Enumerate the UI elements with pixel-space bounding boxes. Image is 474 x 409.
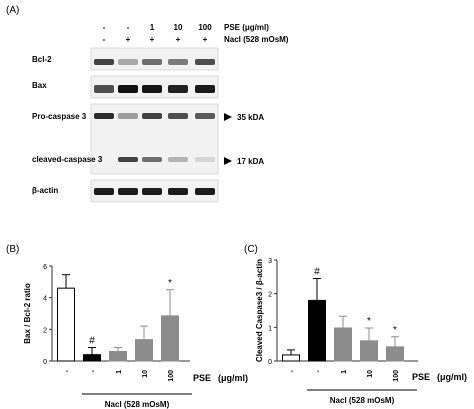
blot-band — [94, 85, 114, 93]
pse-header-value: 100 — [198, 23, 212, 32]
blot-row-bax: Bax — [32, 75, 219, 99]
blot-band — [94, 113, 114, 119]
cleaved-caspase3-chart: (C) 0 1 2 3 Cleaved Caspase3 / β-actin - # - 1 * 10… — [244, 244, 467, 405]
blot-band — [195, 157, 215, 162]
x-tick-label: - — [90, 369, 97, 372]
bar — [360, 340, 378, 362]
blot-column-headers: - - 1 10 100 PSE (μg/ml) - + + + + Nacl (528 mOsM) — [103, 23, 289, 44]
marker-label: 17 kDA — [237, 157, 264, 166]
nacl-header-value: + — [203, 35, 208, 44]
nacl-header-value: - — [103, 35, 106, 44]
blot-row-label: cleaved-caspase 3 — [32, 155, 103, 164]
blot-band — [94, 59, 114, 65]
blot-row-label: Pro-caspase 3 — [32, 112, 87, 121]
arrow-left-icon — [224, 157, 232, 165]
blot-row-bcl2: Bcl-2 — [32, 47, 219, 71]
x-tick-label: - — [289, 369, 296, 372]
nacl-header-value: + — [126, 35, 131, 44]
blot-band — [142, 113, 162, 119]
western-blot-panel: (A) - - 1 10 100 PSE (μg/ml) - + + + + Nacl (528 mO… — [6, 5, 289, 203]
y-axis-label: Bax / Bcl-2 ratio — [23, 283, 32, 344]
nacl-header-label: Nacl (528 mOsM) — [224, 35, 289, 44]
blot-band — [118, 113, 138, 119]
y-tick-label: 0 — [268, 359, 272, 366]
x-tick-label: 10 — [367, 370, 374, 378]
marker-label: 35 kDA — [237, 113, 264, 122]
x-tick-label: 100 — [393, 370, 400, 382]
bar — [282, 354, 300, 362]
bax-bcl2-chart: (B) 0 2 4 6 Bax / Bcl-2 ratio - # - 1 10 * 100 PSE (μg… — [6, 244, 248, 409]
nacl-header-value: + — [176, 35, 181, 44]
x-axis-unit: (μg/ml) — [218, 373, 248, 383]
blot-band — [142, 157, 162, 162]
pse-header-value: - — [127, 23, 130, 32]
group-label: Nacl (528 mOsM) — [105, 400, 170, 409]
x-tick-label: - — [315, 369, 322, 372]
blot-row-label: Bcl-2 — [32, 55, 52, 64]
bar — [334, 327, 352, 362]
blot-band — [118, 188, 138, 195]
y-tick-label: 2 — [268, 292, 272, 299]
blot-band — [195, 85, 215, 93]
blot-band — [118, 85, 138, 93]
significance-mark: * — [168, 278, 172, 289]
x-tick-label: 100 — [168, 370, 175, 382]
panel-a-label: (A) — [6, 5, 19, 16]
blot-band — [195, 113, 215, 119]
blot-band — [195, 59, 215, 65]
blot-row-caspase3: Pro-caspase 3 35 kDA cleaved-caspase 3 17 k… — [32, 103, 264, 175]
blot-band — [118, 59, 138, 65]
blot-row-beta-actin: β-actin — [32, 179, 219, 203]
blot-rows: Bcl-2 Bax Pro-caspase 3 35 kDA cleaved-caspa… — [32, 47, 264, 203]
x-axis-label: PSE — [412, 372, 430, 382]
significance-mark: # — [89, 336, 95, 347]
significance-mark: * — [367, 316, 371, 327]
bar — [83, 354, 101, 362]
pse-header-value: 10 — [174, 23, 183, 32]
y-tick-label: 0 — [43, 359, 47, 366]
x-tick-label: 1 — [116, 370, 123, 374]
bar — [161, 315, 179, 362]
blot-row-label: β-actin — [32, 186, 58, 195]
nacl-header-value: + — [150, 35, 155, 44]
blot-row-label: Bax — [32, 81, 47, 90]
blot-band — [168, 113, 188, 119]
blot-band — [94, 188, 114, 195]
blot-band — [118, 157, 138, 162]
x-tick-label: 1 — [341, 370, 348, 374]
blot-band — [142, 59, 162, 65]
significance-mark: # — [314, 267, 320, 278]
y-tick-label: 6 — [43, 264, 47, 271]
bar — [308, 299, 326, 362]
arrow-left-icon — [224, 113, 232, 121]
blot-band — [168, 59, 188, 65]
bar — [57, 287, 75, 362]
blot-band — [195, 188, 215, 195]
y-tick-label: 3 — [268, 258, 272, 265]
pse-header-label: PSE (μg/ml) — [224, 23, 269, 32]
x-axis-label: PSE — [193, 373, 211, 383]
y-axis-label: Cleaved Caspase3 / β-actin — [255, 259, 264, 362]
blot-band — [168, 188, 188, 195]
panel-label: (C) — [244, 244, 258, 255]
blot-band — [168, 85, 188, 93]
group-label: Nacl (528 mOsM) — [330, 396, 395, 405]
significance-mark: * — [393, 325, 397, 336]
blot-band — [168, 157, 188, 162]
x-tick-label: 10 — [142, 370, 149, 378]
x-tick-label: - — [64, 369, 71, 372]
bar — [386, 346, 404, 362]
y-tick-label: 1 — [268, 325, 272, 332]
x-axis-unit: (μg/ml) — [437, 372, 467, 382]
pse-header-value: - — [103, 23, 106, 32]
panel-label: (B) — [6, 244, 19, 255]
blot-band — [142, 188, 162, 195]
bar — [109, 351, 127, 362]
bar — [135, 339, 153, 362]
y-tick-label: 2 — [43, 327, 47, 334]
blot-band — [142, 85, 162, 93]
pse-header-value: 1 — [150, 23, 155, 32]
y-tick-label: 4 — [43, 296, 47, 303]
